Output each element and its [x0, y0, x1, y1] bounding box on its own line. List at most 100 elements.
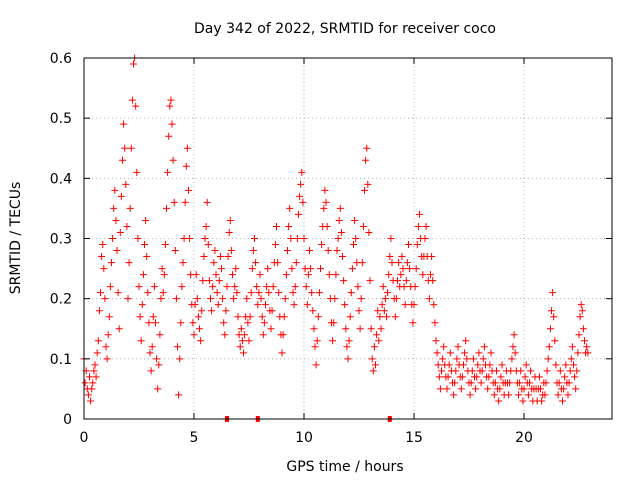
data-point — [169, 156, 177, 164]
data-point — [310, 325, 318, 333]
data-point — [108, 259, 115, 267]
data-point — [379, 283, 387, 291]
data-point — [506, 379, 514, 387]
data-point — [292, 259, 300, 267]
data-point — [438, 367, 445, 375]
data-point — [313, 337, 321, 345]
data-point — [105, 313, 113, 321]
data-point — [202, 222, 210, 230]
data-point — [352, 235, 360, 242]
data-point — [495, 397, 503, 405]
data-point — [357, 295, 365, 303]
data-point — [461, 349, 469, 357]
data-point — [164, 168, 172, 176]
data-point — [578, 307, 586, 315]
data-point — [342, 325, 350, 333]
data-point — [128, 96, 136, 104]
data-point — [524, 391, 532, 399]
x-axis-ticks: 0 5 10 15 20 — [80, 58, 533, 446]
data-point — [546, 325, 554, 333]
data-point — [193, 295, 201, 303]
data-point — [285, 222, 293, 230]
data-point — [220, 319, 228, 327]
data-point — [166, 102, 174, 110]
data-point — [306, 247, 313, 255]
data-point — [543, 367, 551, 375]
data-point — [137, 337, 145, 345]
data-point — [97, 289, 104, 297]
data-point — [434, 361, 442, 369]
data-point — [291, 283, 299, 291]
data-point — [454, 343, 462, 351]
data-point — [209, 283, 217, 291]
data-point — [399, 265, 407, 273]
data-point — [204, 241, 212, 249]
data-point — [521, 373, 529, 381]
data-point — [359, 222, 367, 230]
data-point — [178, 283, 186, 291]
data-point — [405, 241, 412, 249]
data-point — [572, 385, 580, 393]
data-point — [205, 277, 213, 285]
data-point — [402, 277, 410, 285]
data-point — [451, 379, 459, 387]
data-point — [416, 210, 423, 218]
data-point — [168, 120, 176, 128]
data-point — [245, 337, 253, 345]
data-point — [386, 253, 394, 261]
data-point — [372, 361, 379, 369]
data-point — [213, 289, 221, 297]
data-point — [91, 361, 99, 369]
data-point — [165, 132, 173, 140]
data-point — [84, 391, 92, 399]
y-tick-label: 0.4 — [50, 171, 72, 187]
data-point — [130, 60, 137, 68]
data-point — [290, 301, 298, 309]
data-point — [478, 367, 486, 375]
data-point — [358, 259, 366, 267]
data-point — [185, 186, 192, 194]
x-axis-label: GPS time / hours — [286, 459, 403, 475]
data-point — [190, 331, 198, 339]
data-point — [356, 325, 364, 333]
data-point — [303, 301, 311, 309]
data-point — [299, 198, 307, 206]
y-tick-label: 0 — [63, 412, 72, 428]
data-point — [520, 385, 528, 393]
data-point — [222, 307, 230, 315]
data-point — [556, 367, 564, 375]
data-point — [526, 379, 533, 387]
data-point — [260, 319, 268, 327]
data-point — [554, 391, 562, 399]
data-point — [253, 283, 261, 291]
data-point — [192, 271, 200, 279]
data-point — [566, 367, 574, 375]
data-point — [177, 319, 185, 327]
data-point — [215, 277, 223, 285]
data-point — [274, 259, 282, 267]
data-point — [262, 301, 269, 309]
data-point — [86, 373, 93, 381]
data-point — [380, 307, 388, 315]
data-point — [226, 216, 234, 224]
data-point — [171, 247, 179, 255]
data-point — [189, 319, 197, 327]
data-point — [568, 343, 576, 351]
y-axis-label: SRMTID / TECUs — [8, 182, 24, 295]
data-point — [183, 144, 191, 152]
data-point — [444, 373, 452, 381]
x-tick-label: 0 — [80, 430, 89, 446]
data-point — [419, 271, 427, 279]
data-point — [234, 313, 242, 321]
data-point — [409, 319, 417, 327]
data-point — [376, 313, 384, 321]
data-point — [284, 247, 291, 255]
data-point — [117, 192, 125, 200]
data-point — [391, 313, 399, 321]
data-point — [542, 379, 550, 387]
data-point — [248, 265, 256, 273]
data-point — [457, 385, 465, 393]
data-point — [263, 283, 271, 291]
data-point — [581, 337, 588, 345]
data-point — [377, 325, 385, 333]
